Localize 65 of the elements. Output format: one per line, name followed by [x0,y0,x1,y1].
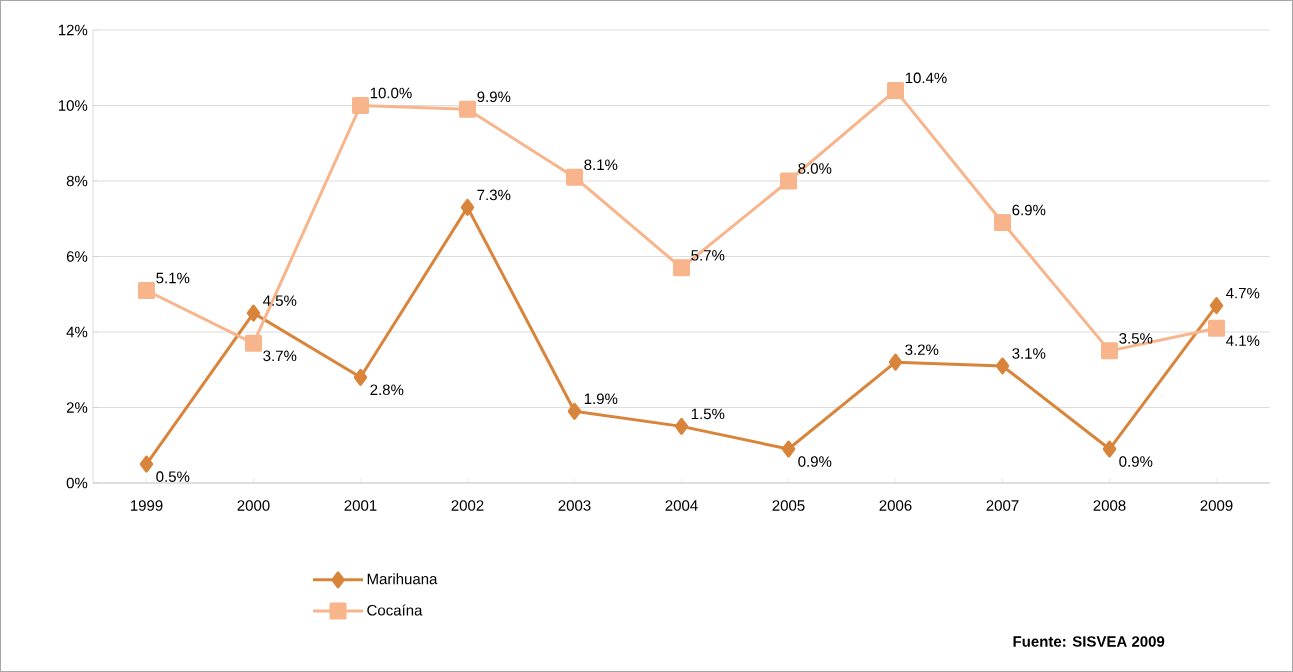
data-label: 5.7% [691,250,725,261]
point [138,281,155,299]
y-tick-label: 10% [58,100,88,111]
x-tick-label: 2007 [986,500,1019,511]
x-tick-label: 2002 [451,500,484,511]
point [673,259,691,277]
point [352,97,369,114]
point [567,402,582,420]
data-label: 10.0% [370,87,412,99]
y-tick-label: 2% [66,402,88,413]
data-label: 5.1% [156,272,190,284]
x-tick-label: 2006 [879,500,912,511]
point [1209,297,1224,315]
x-tick-label: 2004 [665,500,698,511]
data-label: 3.5% [1119,333,1153,344]
point [674,417,689,435]
data-label: 6.9% [1012,204,1046,216]
data-label: 0.5% [156,471,190,482]
point [246,304,261,322]
data-label: 4.5% [263,295,297,306]
data-label: 0.9% [798,456,832,467]
point [459,100,476,118]
legend-label: Cocaína [367,604,423,616]
data-label: 3.2% [905,344,939,355]
point [460,198,475,216]
point [781,440,796,458]
point [888,353,903,371]
point [994,214,1012,232]
data-label: 3.7% [263,350,297,362]
data-label: 9.9% [477,91,511,103]
x-tick-label: 1999 [130,500,163,511]
point [353,368,368,386]
x-tick-label: 2008 [1093,500,1126,511]
x-tick-label: 2001 [344,500,377,511]
y-tick-label: 12% [58,24,88,36]
data-label: 2.8% [370,384,404,396]
point [780,172,798,190]
data-label: 7.3% [477,189,511,201]
point [139,455,154,473]
y-tick-label: 8% [66,175,88,187]
data-label: 1.9% [584,393,618,405]
data-label: 1.5% [691,408,725,420]
x-tick-label: 2005 [772,500,805,511]
point [887,81,904,99]
x-tick-label: 2000 [237,500,270,511]
point [995,357,1010,375]
point [566,168,583,186]
point [245,334,262,352]
data-label: 4.1% [1226,335,1260,346]
source-note: Fuente: SISVEA 2009 [1013,636,1165,647]
y-tick-label: 4% [66,326,88,338]
data-label: 8.1% [584,159,618,171]
x-tick-label: 2009 [1200,500,1233,511]
data-label: 0.9% [1119,456,1153,467]
x-tick-label: 2003 [558,500,591,511]
y-tick-label: 0% [66,477,88,489]
data-label: 4.7% [1226,287,1260,299]
legend-label: Marihuana [367,573,438,585]
point [1102,440,1117,458]
data-label: 3.1% [1012,348,1046,359]
point [1101,342,1119,360]
data-label: 10.4% [905,72,947,84]
point [1208,319,1226,337]
data-label: 8.0% [798,163,832,174]
y-tick-label: 6% [66,251,88,262]
